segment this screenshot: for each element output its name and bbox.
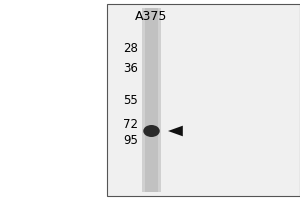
Text: 72: 72 — [123, 117, 138, 130]
Polygon shape — [168, 126, 183, 136]
Bar — [106, 4, 300, 196]
Text: A375: A375 — [135, 9, 168, 22]
Text: 28: 28 — [123, 43, 138, 55]
Text: 95: 95 — [123, 134, 138, 146]
Text: 36: 36 — [123, 62, 138, 75]
Bar — [142, 8, 161, 192]
Text: 55: 55 — [123, 94, 138, 106]
Ellipse shape — [143, 125, 160, 137]
Bar — [145, 8, 158, 192]
